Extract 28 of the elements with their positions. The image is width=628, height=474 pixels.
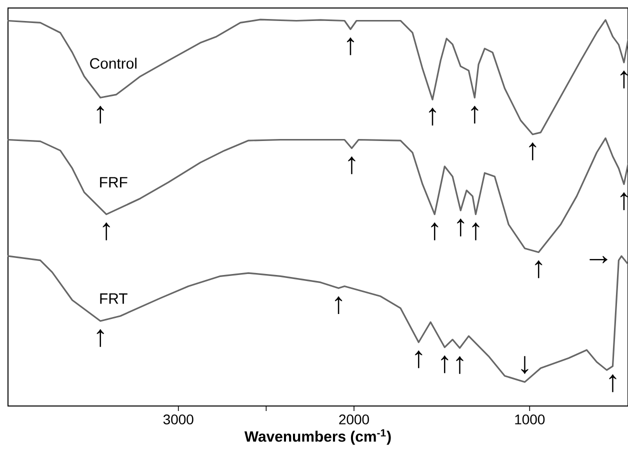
annotation: ↑ xyxy=(429,108,436,126)
annotation: ↑ xyxy=(346,37,354,56)
annotation: ↑ xyxy=(96,329,104,347)
annotation: ↑ xyxy=(609,374,616,392)
x-axis-title: Wavenumbers (cm$^{-1}$) xyxy=(244,429,391,445)
annotation: ↑ xyxy=(535,260,542,278)
x-tick-label: 2000 xyxy=(339,414,369,424)
annotation: ↑ xyxy=(529,142,536,160)
annotation: ↑ xyxy=(620,192,628,210)
annotation: ↑ xyxy=(415,350,422,368)
annotation: ↑ xyxy=(456,356,464,374)
annotation: ↑ xyxy=(335,296,342,314)
annotation: ↑ xyxy=(348,156,356,174)
x-tick-label: 3000 xyxy=(163,414,194,424)
annotation: ↑ xyxy=(102,222,110,240)
annotation: ↑ xyxy=(96,106,104,124)
annotation: ↑ xyxy=(620,70,628,88)
x-tick-label: 1000 xyxy=(515,414,545,424)
annotation: → xyxy=(590,256,608,264)
annotation: ↑ xyxy=(431,222,438,240)
annotation: ↓ xyxy=(521,356,528,374)
annotation: ↑ xyxy=(471,106,478,124)
annotation: ↑ xyxy=(457,218,464,236)
series-label: Control xyxy=(90,58,136,69)
annotation: ↑ xyxy=(441,355,448,374)
series-label: FRF xyxy=(100,177,128,188)
annotation: ↑ xyxy=(472,222,480,240)
series-label: FRT xyxy=(100,293,128,304)
